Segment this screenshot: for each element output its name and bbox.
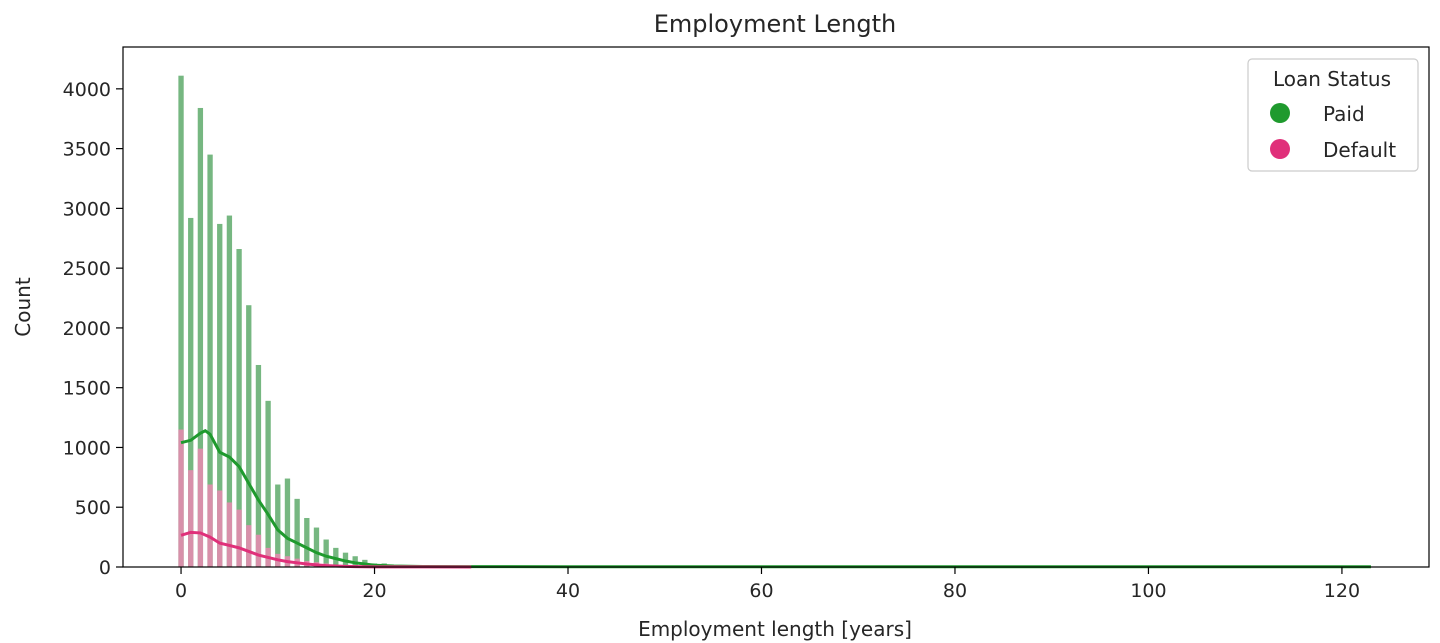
paid-bar xyxy=(313,527,320,567)
y-tick-label: 1500 xyxy=(63,378,111,400)
x-axis-label: Employment length [years] xyxy=(638,617,912,641)
x-tick-label: 0 xyxy=(175,580,187,602)
y-axis-ticks: 0 500 1000 1500 2000 2500 3000 3500 4000 xyxy=(63,79,123,579)
plot-area xyxy=(178,75,1371,569)
paid-bar xyxy=(284,478,291,567)
default-bar xyxy=(255,534,262,567)
y-tick-label: 0 xyxy=(99,557,111,579)
y-tick-label: 2000 xyxy=(63,318,111,340)
default-bar xyxy=(236,509,242,567)
x-tick-label: 100 xyxy=(1130,580,1166,602)
legend-marker-paid xyxy=(1270,103,1290,123)
paid-bar xyxy=(236,249,242,567)
plot-frame xyxy=(122,46,1430,568)
x-tick-label: 40 xyxy=(556,580,580,602)
paid-bar xyxy=(226,215,233,568)
default-bar xyxy=(207,484,213,567)
paid-bar xyxy=(207,154,213,567)
paid-bar xyxy=(188,217,194,567)
default-bar xyxy=(226,502,233,567)
legend-label-default: Default xyxy=(1323,138,1396,162)
chart-title: Employment Length xyxy=(654,10,897,38)
paid-bar xyxy=(323,539,329,567)
legend-label-paid: Paid xyxy=(1323,102,1365,126)
default-bar xyxy=(178,429,184,567)
paid-bars xyxy=(178,75,416,568)
y-axis-label: Count xyxy=(11,277,35,337)
paid-bar xyxy=(275,484,281,567)
default-bar xyxy=(188,470,194,567)
paid-bar xyxy=(265,400,271,567)
legend-box xyxy=(1247,58,1419,172)
default-bar xyxy=(197,448,204,567)
legend: Loan Status Paid Default xyxy=(1247,58,1419,172)
y-tick-label: 3000 xyxy=(63,198,111,220)
y-tick-label: 4000 xyxy=(63,79,111,101)
y-tick-label: 2500 xyxy=(63,258,111,280)
x-tick-label: 60 xyxy=(749,580,773,602)
paid-bar xyxy=(217,223,223,568)
legend-marker-default xyxy=(1270,139,1290,159)
default-bar xyxy=(217,490,223,567)
x-tick-label: 120 xyxy=(1324,580,1360,602)
x-tick-label: 80 xyxy=(943,580,967,602)
y-tick-label: 500 xyxy=(75,497,111,519)
x-axis-ticks: 0 20 40 60 80 100 120 xyxy=(175,567,1360,602)
paid-bar xyxy=(304,517,310,567)
paid-bar xyxy=(178,75,184,567)
x-tick-label: 20 xyxy=(362,580,386,602)
y-tick-label: 1000 xyxy=(63,437,111,459)
legend-title: Loan Status xyxy=(1273,67,1391,91)
paid-bar xyxy=(255,364,262,567)
paid-bar xyxy=(294,498,300,567)
y-tick-label: 3500 xyxy=(63,139,111,161)
paid-bar xyxy=(246,305,252,567)
default-bar xyxy=(246,525,252,567)
paid-bar xyxy=(197,107,204,567)
paid-kde-line xyxy=(180,428,1371,569)
